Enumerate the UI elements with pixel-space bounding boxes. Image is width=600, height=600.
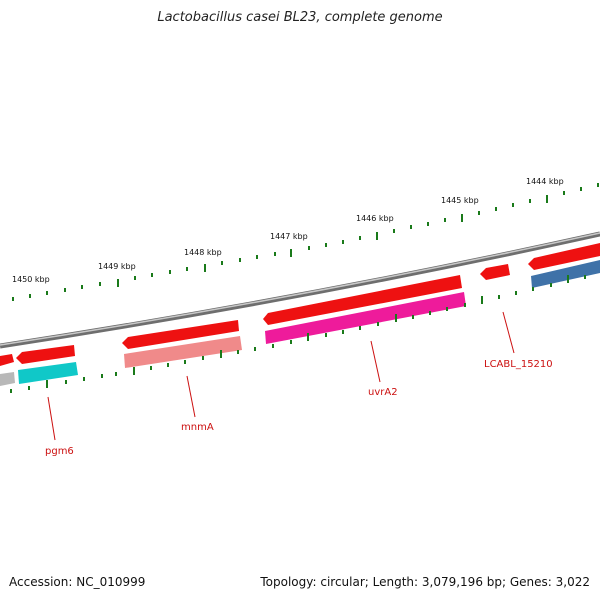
forward-genes — [0, 243, 600, 366]
gene-uvrA2 — [263, 275, 462, 325]
scale-label-1447: 1447 kbp — [270, 232, 308, 241]
pgm6-leader — [47, 396, 56, 441]
accession-text: Accession: NC_010999 — [9, 575, 146, 589]
feature-grey — [0, 372, 15, 386]
gene-left-edge — [0, 354, 14, 366]
gene-label-uvrA2: uvrA2 — [368, 387, 398, 398]
gene-pgm6-neighbor — [16, 345, 75, 364]
uvrA2-leader — [370, 340, 381, 383]
inner-tick-ring — [10, 275, 586, 393]
scale-label-1444: 1444 kbp — [526, 177, 564, 186]
gene-right-edge — [528, 243, 600, 270]
feature-track — [0, 260, 600, 386]
scale-label-1448: 1448 kbp — [184, 248, 222, 257]
gene-label-mnmA: mnmA — [181, 422, 214, 433]
outer-tick-ring — [12, 183, 599, 301]
gene-mnmA — [122, 320, 239, 349]
genome-summary-text: Topology: circular; Length: 3,079,196 bp… — [260, 575, 590, 589]
scale-label-1445: 1445 kbp — [441, 196, 479, 205]
scale-label-1450: 1450 kbp — [12, 275, 50, 284]
gene-label-pgm6: pgm6 — [45, 446, 74, 457]
genome-backbone — [0, 231, 600, 349]
feature-magenta — [265, 292, 466, 344]
map-title: Lactobacillus casei BL23, complete genom… — [157, 10, 443, 25]
mnmA-leader — [186, 375, 196, 418]
scale-label-1449: 1449 kbp — [98, 262, 136, 271]
gene-LCABL-15210 — [480, 264, 510, 280]
LCABL-15210-leader — [502, 311, 515, 354]
gene-label-LCABL-15210: LCABL_15210 — [484, 359, 553, 370]
scale-label-1446: 1446 kbp — [356, 214, 394, 223]
feature-steelblue — [531, 260, 600, 288]
feature-salmon — [124, 336, 242, 368]
feature-cyan — [18, 362, 78, 384]
